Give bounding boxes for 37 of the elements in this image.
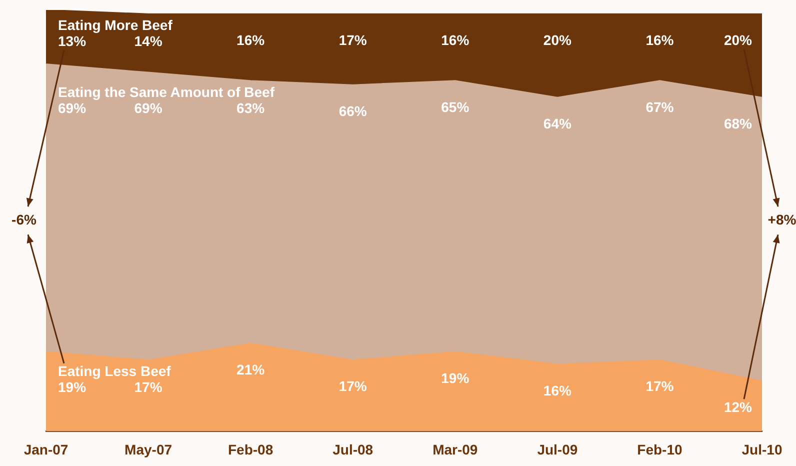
series-label: Eating Less Beef [58,363,172,380]
data-label: 66% [338,102,368,119]
data-label: 21% [236,361,266,378]
x-tick-label: Jul-08 [332,441,374,458]
data-label: 65% [441,98,470,115]
data-label: 19% [441,370,470,386]
data-label: 67% [646,98,674,115]
data-label: 68% [724,115,753,132]
data-label: 12% [724,399,753,416]
data-label: 17% [646,378,674,394]
series-label: Eating the Same Amount of Beef [58,84,275,100]
data-label: 16% [441,32,470,48]
x-tick-label: Jan-07 [24,441,68,458]
data-label: 13% [58,33,87,50]
data-label: 19% [58,379,87,396]
data-label: 16% [236,32,266,48]
data-label: 69% [134,100,163,116]
data-label: 20% [543,32,572,48]
data-label: 16% [543,382,572,398]
data-label: 17% [338,378,368,394]
data-label: 14% [134,33,163,50]
x-tick-label: Jul-09 [537,441,578,458]
x-tick-label: Feb-10 [637,441,682,458]
data-label: 16% [646,32,674,48]
x-tick-label: Mar-09 [432,441,478,458]
data-label: 63% [236,100,266,116]
series-label: Eating More Beef [58,17,173,34]
text: -6% [12,211,37,228]
data-label: 17% [134,379,163,396]
x-tick-label: Feb-08 [228,441,274,458]
data-label: 64% [543,115,572,132]
x-tick-label: May-07 [124,441,172,458]
x-tick-label: Jul-10 [742,441,782,458]
text: +8% [768,211,796,228]
data-label: 20% [724,32,753,48]
data-label: 17% [338,32,368,48]
data-label: 69% [58,100,87,116]
